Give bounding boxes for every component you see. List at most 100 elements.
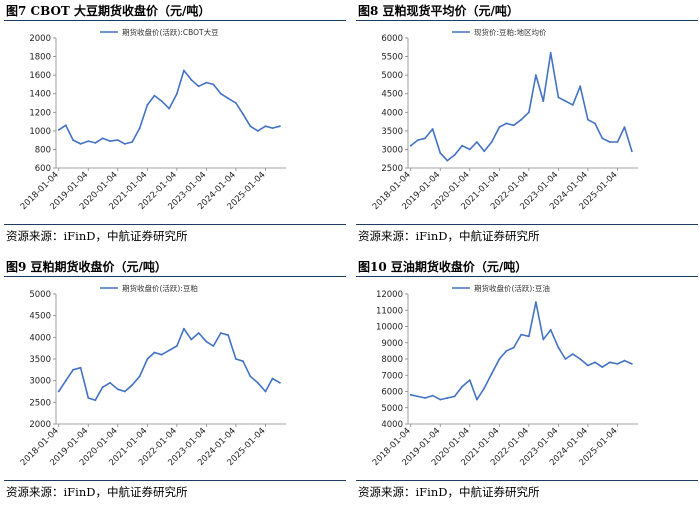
data-point xyxy=(498,358,501,360)
data-point xyxy=(116,139,119,141)
chart-source: 资源来源：iFinD，中航证券研究所 xyxy=(6,485,188,499)
data-point xyxy=(439,152,442,155)
data-point xyxy=(623,359,626,362)
y-tick-label: 4000 xyxy=(381,420,403,430)
data-point xyxy=(587,118,589,121)
data-point xyxy=(264,125,267,128)
data-point xyxy=(79,143,82,145)
y-tick-label: 12000 xyxy=(376,290,403,300)
bottom-rule xyxy=(356,480,698,481)
data-point xyxy=(176,345,178,347)
line-chart: 6008001000120014001600180020002018-01-04… xyxy=(19,27,286,212)
data-point xyxy=(571,104,574,106)
y-tick-label: 3000 xyxy=(29,377,51,387)
data-point xyxy=(72,139,74,141)
top-rule xyxy=(4,20,346,21)
data-point xyxy=(476,398,478,401)
data-point xyxy=(235,102,237,104)
y-tick-label: 2000 xyxy=(29,34,51,44)
data-point xyxy=(131,384,134,386)
bottom-rule xyxy=(356,224,698,225)
data-point xyxy=(483,387,486,390)
data-point xyxy=(197,332,200,334)
y-tick-label: 1400 xyxy=(29,90,51,100)
data-point xyxy=(594,361,596,364)
data-point xyxy=(431,394,434,397)
data-point xyxy=(94,142,97,144)
y-tick-label: 2500 xyxy=(29,398,51,408)
legend-label: 期货收盘价(活跃):豆油 xyxy=(474,283,550,293)
data-point xyxy=(601,366,604,368)
data-point xyxy=(587,364,589,367)
data-point xyxy=(453,154,456,156)
y-tick-label: 5000 xyxy=(381,404,403,414)
data-point xyxy=(168,107,171,110)
data-point xyxy=(528,111,530,114)
data-point xyxy=(557,96,560,99)
bottom-rule xyxy=(4,480,346,481)
data-point xyxy=(190,78,193,81)
data-point xyxy=(424,137,426,140)
chart-title: 图10 豆油期货收盘价（元/吨） xyxy=(358,260,528,274)
data-point xyxy=(212,345,215,347)
data-point xyxy=(190,338,193,341)
chart-source: 资源来源：iFinD，中航证券研究所 xyxy=(6,229,188,243)
chart-source: 资源来源：iFinD，中航证券研究所 xyxy=(358,229,540,243)
data-point xyxy=(79,366,82,369)
data-point xyxy=(549,52,552,54)
data-point xyxy=(483,150,486,153)
series-line xyxy=(58,327,281,401)
data-point xyxy=(579,85,582,88)
data-point xyxy=(461,144,463,147)
data-point xyxy=(94,399,97,402)
data-point xyxy=(476,141,478,143)
data-point xyxy=(212,83,215,86)
line-chart: 4000500060007000800090001000011000120002… xyxy=(371,283,638,468)
data-point xyxy=(72,368,74,371)
data-point xyxy=(101,137,104,140)
data-point xyxy=(505,350,508,352)
data-point xyxy=(631,150,633,153)
data-point xyxy=(146,358,149,360)
data-point xyxy=(249,125,252,128)
y-tick-label: 2500 xyxy=(381,164,403,174)
y-tick-label: 3500 xyxy=(29,355,51,365)
data-point xyxy=(616,141,619,143)
top-rule xyxy=(4,276,346,277)
chart-panel-soymeal-spot: 图8 豆粕现货平均价（元/吨） 2500 3000 3500 4000 4500 5000… xyxy=(356,0,698,248)
data-point xyxy=(87,140,90,142)
data-point xyxy=(520,333,523,336)
y-tick-label: 4000 xyxy=(29,333,51,343)
chart-panel-soyoil-futures: 图10 豆油期货收盘价（元/吨） 4000 5000 6000 7000 8000 900… xyxy=(356,256,698,504)
data-point xyxy=(490,372,493,375)
y-tick-label: 6000 xyxy=(381,34,403,44)
data-point xyxy=(439,398,442,401)
data-point xyxy=(564,358,567,360)
data-point xyxy=(271,377,274,380)
data-point xyxy=(109,381,111,384)
legend-label: 期货收盘价(活跃):CBOT大豆 xyxy=(122,27,219,37)
chart-title: 图8 豆粕现货平均价（元/吨） xyxy=(358,4,519,18)
data-point xyxy=(64,379,67,382)
data-point xyxy=(512,124,515,127)
data-point xyxy=(453,395,456,398)
chart-title: 图7 CBOT 大豆期货收盘价（元/吨） xyxy=(6,4,211,18)
data-point xyxy=(424,397,426,399)
data-point xyxy=(183,327,185,330)
data-point xyxy=(87,397,90,399)
y-tick-label: 5500 xyxy=(381,53,403,63)
data-point xyxy=(109,140,111,142)
data-point xyxy=(101,386,104,389)
chart-panel-cbot-soybean: 图7 CBOT 大豆期货收盘价（元/吨） 600 800 1000 1200 1400 1… xyxy=(4,0,346,248)
y-tick-label: 1000 xyxy=(29,127,51,137)
data-point xyxy=(512,346,515,349)
data-point xyxy=(219,92,222,95)
series-line xyxy=(410,301,633,401)
data-point xyxy=(256,130,259,132)
data-point xyxy=(57,129,60,131)
y-tick-label: 600 xyxy=(35,164,51,174)
data-point xyxy=(205,81,208,84)
y-tick-label: 1600 xyxy=(29,71,51,81)
y-tick-label: 3500 xyxy=(381,127,403,137)
data-point xyxy=(549,328,552,331)
